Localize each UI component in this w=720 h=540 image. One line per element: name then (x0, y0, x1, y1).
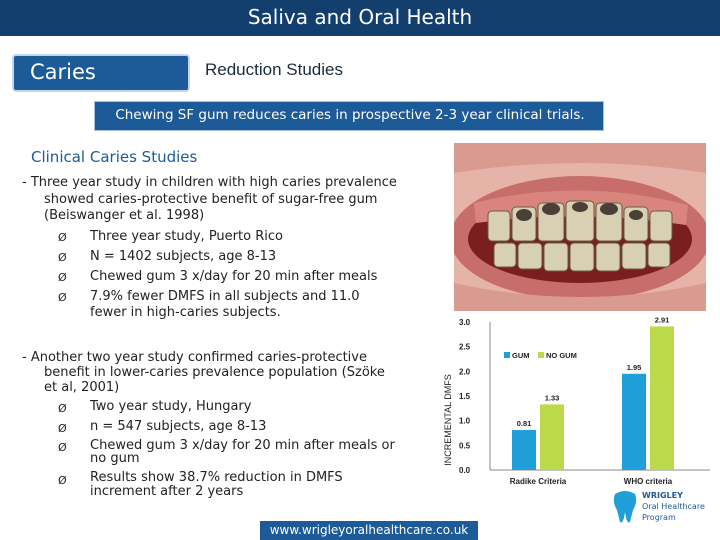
arrow-bullet-icon: Ø (58, 271, 67, 284)
legend-label: GUM (512, 351, 530, 360)
study2-bullet-4-cont: increment after 2 years (90, 484, 244, 499)
study2-bullet-1: Two year study, Hungary (90, 399, 252, 414)
logo-line-3: Program (642, 513, 676, 522)
bar-no-gum (650, 326, 674, 470)
topic-label: Caries (30, 60, 96, 84)
x-category-label: WHO criteria (624, 477, 673, 486)
study2-bullet-4: Results show 38.7% reduction in DMFS (90, 470, 343, 485)
bar-gum (512, 430, 536, 470)
study2-intro-line-2: benefit in lower-caries prevalence popul… (44, 365, 385, 380)
teeth-photo-illustration (454, 143, 706, 311)
y-tick-label: 2.5 (459, 343, 471, 352)
legend-swatch (504, 352, 510, 358)
bar-value-label: 0.81 (517, 419, 532, 428)
study1-bullet-2: N = 1402 subjects, age 8-13 (90, 249, 277, 264)
bar-gum (622, 373, 646, 470)
title-bar (0, 0, 720, 36)
bar-value-label: 1.33 (545, 393, 560, 402)
study1-bullet-4: 7.9% fewer DMFS in all subjects and 11.0 (90, 289, 360, 304)
arrow-bullet-icon: Ø (58, 291, 67, 304)
legend-swatch (538, 352, 544, 358)
topic-subtitle: Reduction Studies (205, 60, 343, 79)
y-tick-label: 1.0 (459, 417, 471, 426)
study2-bullet-3: Chewed gum 3 x/day for 20 min after meal… (90, 438, 395, 453)
tooth-logo-icon (613, 491, 637, 523)
footer-bar: www.wrigleyoralhealthcare.co.uk (260, 521, 478, 540)
arrow-bullet-icon: Ø (58, 402, 67, 415)
study1-intro-line-2: showed caries-protective benefit of suga… (44, 192, 378, 207)
arrow-bullet-icon: Ø (58, 474, 67, 487)
y-axis-label: INCREMENTAL DMFS (443, 374, 453, 466)
bar-value-label: 1.95 (627, 363, 642, 372)
arrow-bullet-icon: Ø (58, 422, 67, 435)
logo-line-2: Oral Healthcare (642, 502, 705, 511)
bar-no-gum (540, 404, 564, 470)
arrow-bullet-icon: Ø (58, 231, 67, 244)
y-tick-label: 2.0 (459, 367, 471, 376)
teeth-photo (454, 143, 706, 311)
footer-url: www.wrigleyoralhealthcare.co.uk (269, 523, 469, 537)
y-tick-label: 1.5 (459, 392, 471, 401)
arrow-bullet-icon: Ø (58, 441, 67, 454)
y-tick-label: 0.5 (459, 441, 471, 450)
x-category-label: Radike Criteria (510, 477, 567, 486)
study1-bullet-4-cont: fewer in high-caries subjects. (90, 305, 281, 320)
topic-box (12, 54, 190, 92)
y-tick-label: 0.0 (459, 466, 471, 475)
dmfs-bar-chart: INCREMENTAL DMFS 0.0 0.5 1.0 1.5 2.0 2.5 3.0 0… (443, 315, 710, 486)
bar-value-label: 2.91 (655, 315, 670, 324)
slide-title: Saliva and Oral Health (247, 5, 473, 29)
study1-bullet-1: Three year study, Puerto Rico (90, 229, 283, 244)
section-heading: Clinical Caries Studies (31, 148, 198, 166)
study1-intro-line-1: - Three year study in children with high… (22, 175, 397, 190)
arrow-bullet-icon: Ø (58, 251, 67, 264)
y-tick-label: 3.0 (459, 318, 471, 327)
wrigley-logo: WRIGLEY Oral Healthcare Program (612, 488, 712, 528)
logo-line-1: WRIGLEY (642, 491, 683, 500)
study1-intro-line-3: (Beiswanger et al. 1998) (44, 208, 205, 223)
legend-label: NO GUM (546, 351, 577, 360)
study2-bullet-2: n = 547 subjects, age 8-13 (90, 419, 267, 434)
study2-bullet-3-cont: no gum (90, 451, 140, 466)
study2-intro-line-1: - Another two year study confirmed carie… (22, 350, 367, 365)
key-message-text: Chewing SF gum reduces caries in prospec… (115, 107, 585, 123)
key-message-banner: Chewing SF gum reduces caries in prospec… (94, 101, 604, 131)
study2-intro-line-3: et al, 2001) (44, 380, 120, 395)
study1-bullet-3: Chewed gum 3 x/day for 20 min after meal… (90, 269, 378, 284)
